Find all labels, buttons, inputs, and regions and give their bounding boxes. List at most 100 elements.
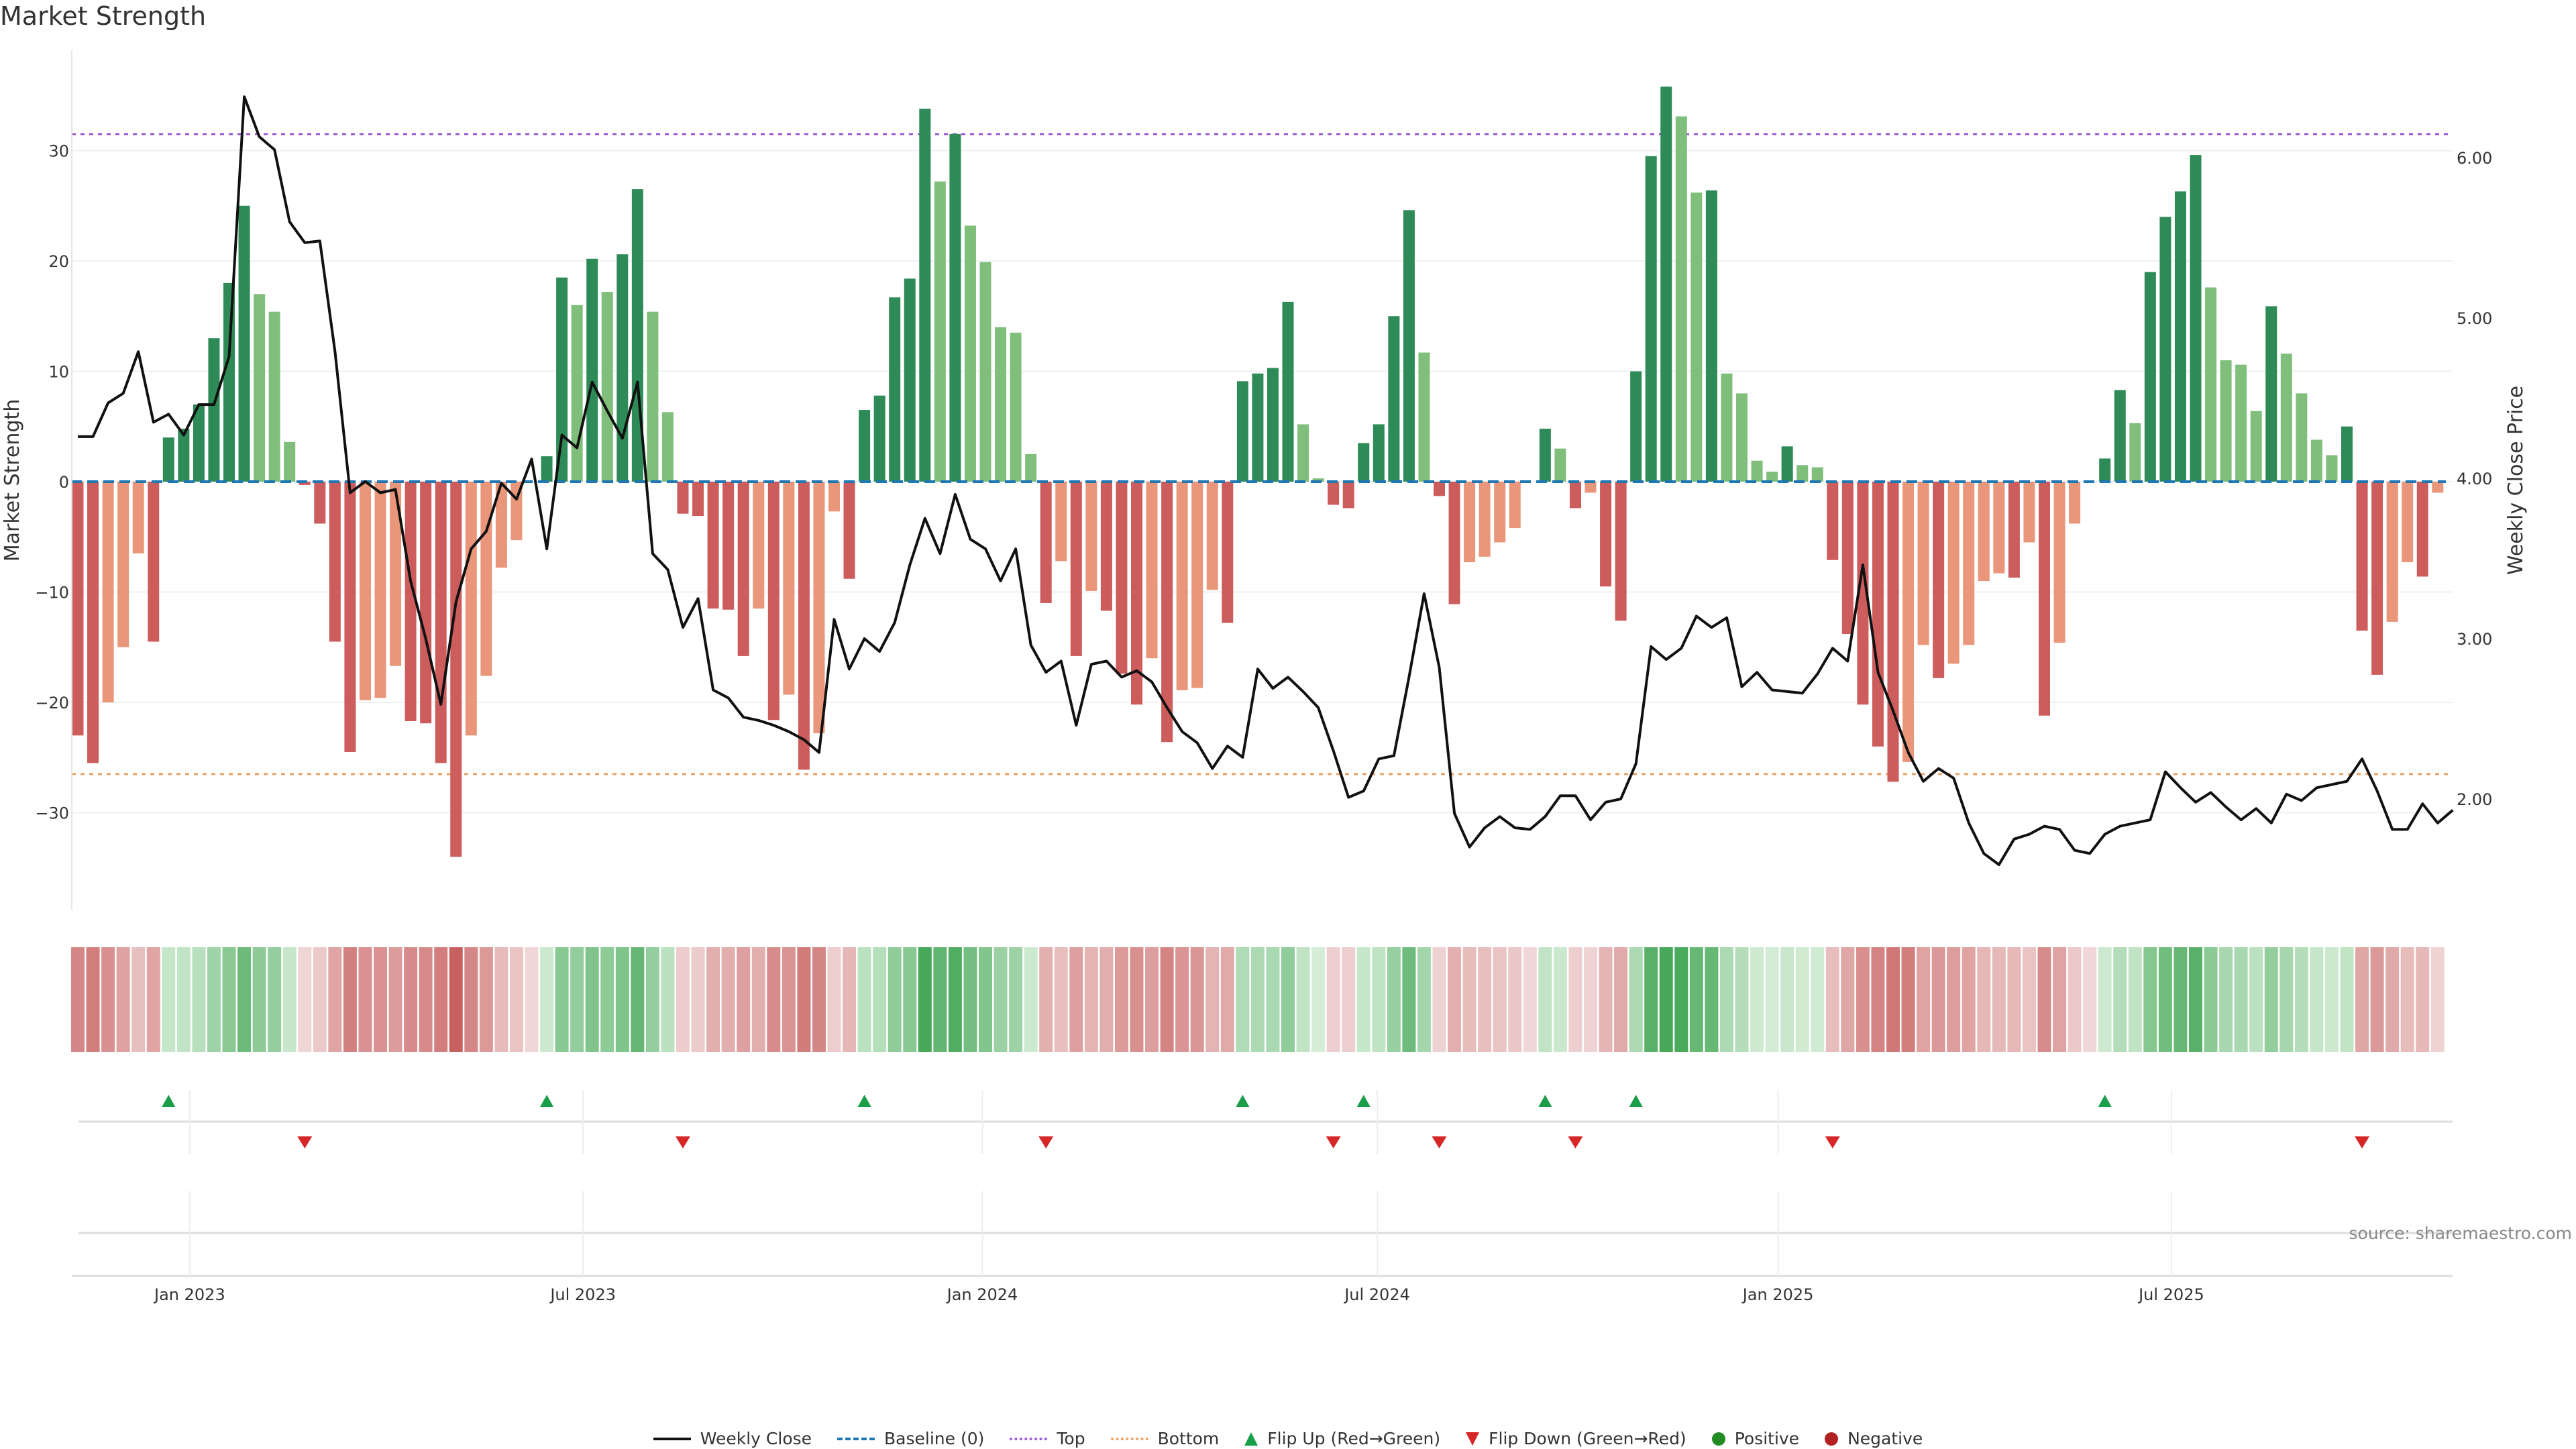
strength-bar	[889, 297, 901, 482]
strength-bar	[1978, 482, 1990, 582]
flip-up-marker	[1538, 1095, 1552, 1107]
strength-bar	[1917, 482, 1929, 645]
heat-cell	[1326, 947, 1340, 1052]
strength-bar	[737, 482, 749, 656]
strength-bar	[1963, 482, 1975, 645]
strength-bar	[1479, 482, 1491, 557]
flip-up-marker	[1629, 1095, 1643, 1107]
heat-cell	[843, 947, 857, 1052]
heat-cell	[1917, 947, 1931, 1052]
y2-tick-label: 2.00	[2457, 790, 2492, 809]
heat-cell	[1084, 947, 1098, 1052]
y2-axis-title: Weekly Close Price	[2504, 386, 2528, 575]
heat-cell	[797, 947, 811, 1052]
strength-bar	[2099, 458, 2111, 482]
strength-bar	[692, 482, 704, 516]
strength-bar	[661, 412, 674, 482]
heat-cell	[1584, 947, 1597, 1052]
heat-cell	[1705, 947, 1719, 1052]
strength-bar	[2416, 482, 2428, 577]
legend-bottom[interactable]: Bottom	[1110, 1429, 1219, 1448]
strength-bar	[1660, 87, 1672, 482]
heat-cell	[101, 947, 115, 1052]
strength-bar	[87, 482, 99, 763]
heat-cell	[2430, 947, 2445, 1052]
strength-bar	[601, 292, 613, 482]
strength-bar	[2280, 354, 2292, 482]
strength-bar	[859, 410, 871, 482]
heat-cell	[948, 947, 962, 1052]
heat-cell	[1689, 947, 1703, 1052]
strength-bar	[2402, 482, 2414, 563]
strength-bar	[238, 205, 250, 482]
legend-flip-up[interactable]: Flip Up (Red→Green)	[1244, 1429, 1440, 1448]
strength-bar	[1947, 482, 1960, 664]
y-tick-label: −10	[35, 584, 69, 602]
heat-cell	[282, 947, 297, 1052]
strength-bar	[2296, 393, 2308, 482]
strength-bar	[1857, 482, 1869, 705]
strength-bar	[284, 441, 296, 482]
strength-bar	[2053, 482, 2065, 643]
heat-cell	[2219, 947, 2233, 1052]
strength-bar	[1494, 482, 1506, 543]
strength-bar	[783, 482, 795, 695]
strength-bar	[904, 278, 916, 482]
y-axis-title: Market Strength	[1, 399, 24, 561]
heat-cell	[2385, 947, 2400, 1052]
legend-weekly-close[interactable]: Weekly Close	[653, 1429, 812, 1448]
legend-top[interactable]: Top	[1010, 1429, 1085, 1448]
legend-negative[interactable]: Negative	[1825, 1429, 1923, 1448]
heat-cell	[1568, 947, 1582, 1052]
heat-cell	[268, 947, 282, 1052]
strength-bar	[2023, 482, 2035, 543]
strength-bar	[1933, 482, 1945, 678]
strength-bar	[677, 482, 689, 514]
strength-bar	[1585, 482, 1597, 493]
heat-cell	[2143, 947, 2157, 1052]
heat-cell	[1054, 947, 1068, 1052]
heat-cell	[2264, 947, 2278, 1052]
strength-bar	[2371, 482, 2383, 675]
heat-cell	[1417, 947, 1431, 1052]
strength-bar	[1040, 482, 1052, 603]
y2-tick-label: 3.00	[2457, 630, 2492, 649]
heat-cell	[252, 947, 266, 1052]
heat-cell	[1250, 947, 1265, 1052]
heat-cell	[1735, 947, 1749, 1052]
heat-cell	[1871, 947, 1885, 1052]
heat-cell	[222, 947, 236, 1052]
strength-bar	[2326, 455, 2338, 482]
heat-cell	[1372, 947, 1386, 1052]
legend-flip-down[interactable]: Flip Down (Green→Red)	[1466, 1429, 1686, 1448]
heat-cell	[192, 947, 206, 1052]
heat-cell	[706, 947, 720, 1052]
heat-cell	[1538, 947, 1552, 1052]
heat-cell	[994, 947, 1008, 1052]
heat-cell	[1220, 947, 1234, 1052]
strength-bar	[344, 482, 356, 753]
circle-icon	[1825, 1432, 1839, 1446]
strength-bar	[359, 482, 371, 700]
heat-cell	[1719, 947, 1733, 1052]
heat-cell	[1114, 947, 1128, 1052]
legend-positive[interactable]: Positive	[1711, 1429, 1799, 1448]
strength-bar	[707, 482, 719, 609]
heat-cell	[1009, 947, 1023, 1052]
strength-bar	[450, 482, 462, 857]
heat-cell	[1553, 947, 1567, 1052]
heat-cell	[1478, 947, 1492, 1052]
flip-down-marker	[1568, 1136, 1583, 1148]
heat-cell	[404, 947, 418, 1052]
strength-bar	[586, 258, 598, 482]
heat-cell	[903, 947, 917, 1052]
heat-cell	[1811, 947, 1825, 1052]
heat-cell	[1508, 947, 1522, 1052]
circle-icon	[1711, 1432, 1725, 1446]
strength-bar	[2174, 191, 2186, 482]
legend-baseline[interactable]: Baseline (0)	[837, 1429, 984, 1448]
flip-down-marker	[297, 1136, 313, 1148]
strength-bar	[162, 437, 174, 482]
heat-cell	[1024, 947, 1038, 1052]
heat-cell	[1387, 947, 1401, 1052]
